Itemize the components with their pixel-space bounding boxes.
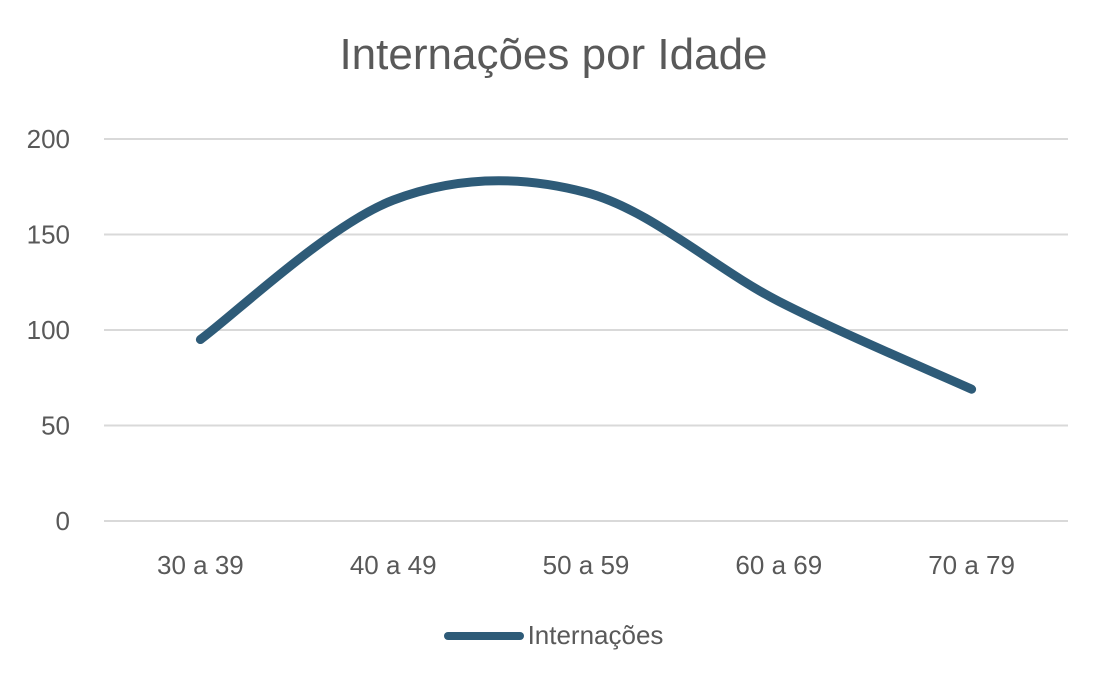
legend-swatch [443, 631, 524, 640]
x-tick-label: 30 a 39 [157, 550, 244, 580]
y-tick-label: 200 [27, 124, 70, 154]
x-tick-label: 50 a 59 [543, 550, 630, 580]
series-line-0 [195, 176, 977, 394]
y-tick-label: 50 [41, 411, 70, 441]
x-tick-label: 40 a 49 [350, 550, 437, 580]
series-layer [195, 176, 977, 394]
x-axis-ticks: 30 a 39 40 a 49 50 a 59 60 a 69 70 a 79 [157, 550, 1015, 580]
legend-label: Internações [527, 620, 664, 650]
y-tick-label: 0 [56, 506, 70, 536]
chart-title: Internações por Idade [339, 30, 768, 79]
y-tick-label: 150 [27, 220, 70, 250]
legend: Internações [0, 620, 1107, 651]
x-tick-label: 60 a 69 [735, 550, 822, 580]
gridlines [104, 138, 1068, 522]
x-tick-label: 70 a 79 [928, 550, 1015, 580]
y-tick-label: 100 [27, 315, 70, 345]
y-axis-ticks: 0 50 100 150 200 [27, 124, 70, 536]
